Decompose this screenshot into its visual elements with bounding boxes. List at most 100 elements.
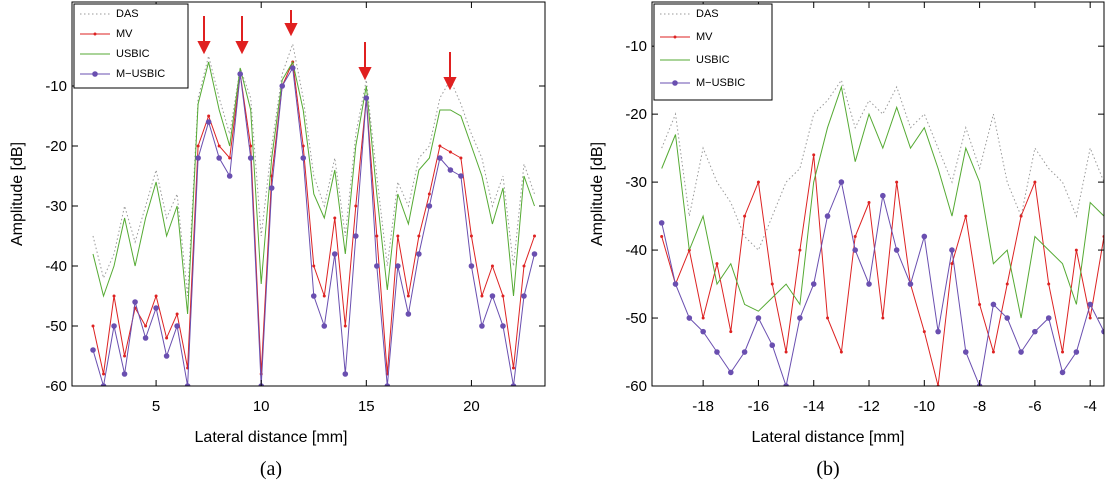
point [374,263,380,269]
legend-label: USBIC [696,54,730,66]
point [881,316,885,320]
point [700,328,706,335]
point [1047,282,1051,286]
y-tick-label: -30 [625,174,647,191]
point [866,281,872,287]
point [175,312,179,316]
point [1088,316,1092,320]
point [510,383,517,386]
point [727,369,734,376]
x-axis-label: Lateral distance [mm] [195,429,348,446]
point [756,180,760,184]
point [672,281,679,287]
point [770,282,774,286]
point [301,144,305,148]
y-tick-label: -50 [625,310,647,327]
point [500,323,506,329]
x-tick-label: -14 [803,398,825,415]
x-axis-label: Lateral distance [mm] [752,429,905,446]
point [812,153,816,157]
point [121,371,128,377]
x-tick-label: -18 [692,398,714,415]
point [1045,315,1052,321]
point [755,315,762,321]
point [207,114,211,118]
plot-area [658,79,1104,386]
point [1019,214,1023,218]
point [893,247,900,253]
point [459,156,463,160]
point [247,155,254,161]
y-tick-label: -20 [625,106,647,123]
point [838,179,845,185]
x-tick-label: -10 [913,398,935,415]
point [216,155,222,161]
point [839,350,843,354]
y-tick-label: -40 [45,258,67,275]
point [427,192,431,196]
legend-label: DAS [696,8,719,20]
point [741,349,748,355]
series-line [92,66,535,386]
point [490,264,494,268]
point [142,335,149,341]
point [480,294,484,298]
axes-box [651,1,1105,387]
point [824,213,831,219]
point [300,155,307,161]
point [112,294,116,298]
point [354,204,358,208]
series-line [661,79,1104,251]
point [853,234,857,238]
point [196,144,200,148]
y-tick-label: -50 [45,318,67,335]
x-tick-label: -12 [858,398,880,415]
point [363,95,370,101]
point [532,234,536,238]
point [729,330,733,334]
series-line [661,154,1104,386]
x-tick-label: 5 [152,398,160,415]
x-tick-label: 15 [358,398,375,415]
y-tick-label: -40 [625,242,647,259]
point [660,234,664,238]
point [312,264,316,268]
point [921,233,928,240]
series-line [92,42,535,297]
y-axis-label: Amplitude [dB] [589,142,606,246]
point [991,350,995,354]
point [163,353,170,359]
point [1101,328,1104,335]
point [249,144,253,148]
caption: (b) [816,458,839,480]
point [489,293,496,299]
point [396,234,400,238]
legend-label: USBIC [116,48,150,60]
point [511,366,515,370]
point [658,220,665,226]
point [205,119,212,125]
point [521,293,527,299]
point [395,263,401,269]
point [950,262,954,266]
legend-marker [672,80,678,86]
point [1087,301,1093,308]
point [123,354,127,358]
x-tick-label: -4 [1084,398,1097,415]
point [342,371,349,377]
point [416,251,422,257]
y-tick-label: -20 [45,138,67,155]
point [100,383,107,386]
point [417,234,421,238]
point [784,350,788,354]
point [437,155,443,161]
point [174,323,180,329]
series-line [661,85,1104,319]
legend-marker [92,71,98,77]
legend-label: MV [696,31,713,43]
point [343,324,347,328]
point [90,347,96,353]
point [990,301,997,308]
point [165,336,169,340]
point [111,323,117,329]
